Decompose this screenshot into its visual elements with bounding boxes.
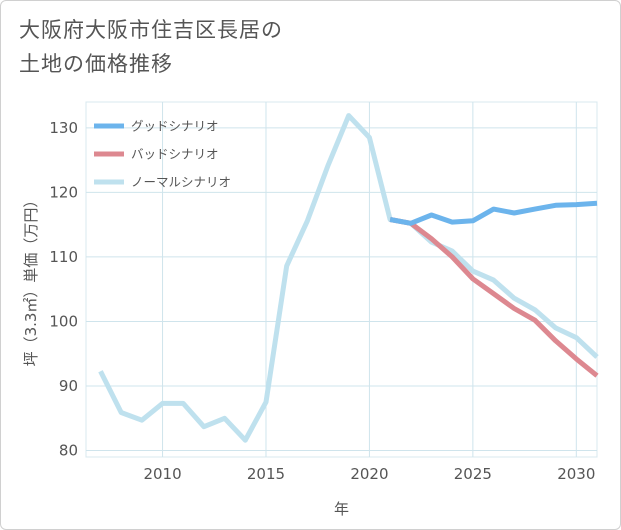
- x-tick-label: 2015: [247, 465, 285, 483]
- x-tick-label: 2030: [557, 465, 595, 483]
- legend-label-0: グッドシナリオ: [131, 119, 219, 134]
- series-line-2: [98, 113, 599, 443]
- legend-label-1: バッドシナリオ: [131, 147, 219, 162]
- legend-label-2: ノーマルシナリオ: [131, 175, 231, 190]
- x-axis-title: 年: [334, 500, 349, 518]
- chart-title-line-1: 大阪府大阪市住吉区長居の: [19, 18, 283, 42]
- y-tick-label: 90: [59, 377, 78, 395]
- x-tick-label: 2020: [350, 465, 388, 483]
- y-tick-label: 80: [59, 442, 78, 460]
- series-line-1: [389, 217, 599, 378]
- y-tick-label: 130: [49, 119, 78, 137]
- y-tick-label: 110: [49, 248, 78, 266]
- x-tick-label: 2010: [143, 465, 181, 483]
- y-axis-title: 坪（3.3㎡）単価（万円）: [22, 193, 40, 367]
- chart-title: 大阪府大阪市住吉区長居の 土地の価格推移: [19, 13, 439, 81]
- axes: 2010 2015 2020 2025 2030 80 90 100 110 120 130: [49, 119, 595, 483]
- y-tick-label: 100: [49, 312, 78, 330]
- y-tick-label: 120: [49, 183, 78, 201]
- chart-title-line-2: 土地の価格推移: [19, 52, 173, 76]
- series-layer: [98, 113, 599, 443]
- x-tick-label: 2025: [454, 465, 492, 483]
- plot-frame: [85, 101, 598, 458]
- series-line-0: [389, 200, 598, 226]
